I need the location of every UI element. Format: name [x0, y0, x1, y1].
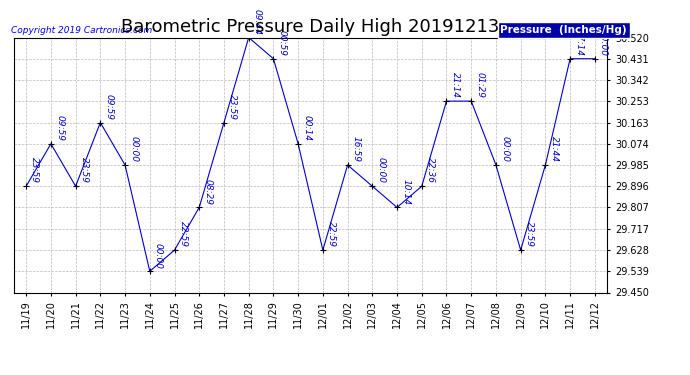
Text: Pressure  (Inches/Hg): Pressure (Inches/Hg) — [500, 25, 627, 35]
Title: Barometric Pressure Daily High 20191213: Barometric Pressure Daily High 20191213 — [121, 18, 500, 36]
Text: 00:00: 00:00 — [599, 30, 608, 56]
Text: 16:59: 16:59 — [352, 136, 361, 162]
Text: 23:59: 23:59 — [228, 94, 237, 120]
Text: 00:00: 00:00 — [154, 243, 163, 268]
Text: Copyright 2019 Cartronics.com: Copyright 2019 Cartronics.com — [11, 26, 152, 35]
Text: 09:44: 09:44 — [253, 9, 262, 35]
Text: 00:00: 00:00 — [129, 136, 138, 162]
Text: 22:36: 22:36 — [426, 158, 435, 183]
Text: 22:59: 22:59 — [179, 221, 188, 247]
Text: 10:14: 10:14 — [401, 178, 410, 205]
Text: 01:29: 01:29 — [475, 72, 484, 98]
Text: 17:14: 17:14 — [574, 30, 583, 56]
Text: 21:14: 21:14 — [451, 72, 460, 98]
Text: 22:59: 22:59 — [327, 221, 336, 247]
Text: 23:59: 23:59 — [30, 158, 39, 183]
Text: 09:59: 09:59 — [55, 115, 64, 141]
Text: 21:44: 21:44 — [549, 136, 558, 162]
Text: 23:59: 23:59 — [525, 221, 534, 247]
Text: 00:00: 00:00 — [377, 158, 386, 183]
Text: 00:14: 00:14 — [302, 115, 311, 141]
Text: 23:59: 23:59 — [80, 158, 89, 183]
Text: 08:29: 08:29 — [204, 178, 213, 205]
Text: 00:00: 00:00 — [500, 136, 509, 162]
Text: 09:59: 09:59 — [104, 94, 113, 120]
Text: 00:59: 00:59 — [277, 30, 286, 56]
